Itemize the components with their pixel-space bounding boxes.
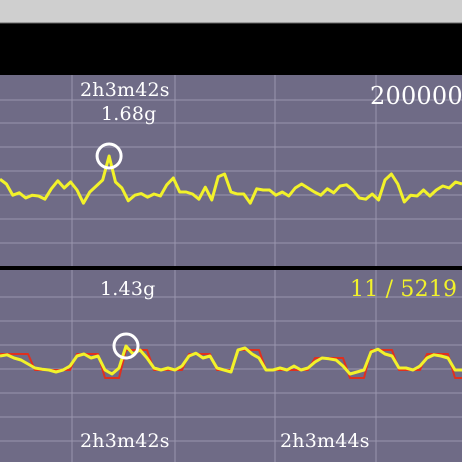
chart-panel-2 — [0, 270, 462, 462]
top-peak-value-label: 1.68g — [101, 103, 157, 125]
series-line-1-1 — [0, 154, 462, 205]
peak-marker-2 — [112, 332, 140, 360]
panel-divider — [0, 266, 462, 270]
bottom-time-label-2: 2h3m44s — [280, 430, 370, 452]
bottom-peak-value-label: 1.43g — [100, 278, 156, 300]
peak-marker-1 — [95, 142, 123, 170]
top-time-label: 2h3m42s — [80, 79, 170, 101]
telemetry-plot — [0, 75, 462, 462]
top-status-bar — [0, 0, 462, 75]
sample-counter-label: 11 / 5219 — [350, 277, 458, 302]
top-right-value-label: 200000 — [370, 82, 462, 110]
bottom-time-label-1: 2h3m42s — [80, 430, 170, 452]
series-line-2-2 — [0, 344, 462, 376]
